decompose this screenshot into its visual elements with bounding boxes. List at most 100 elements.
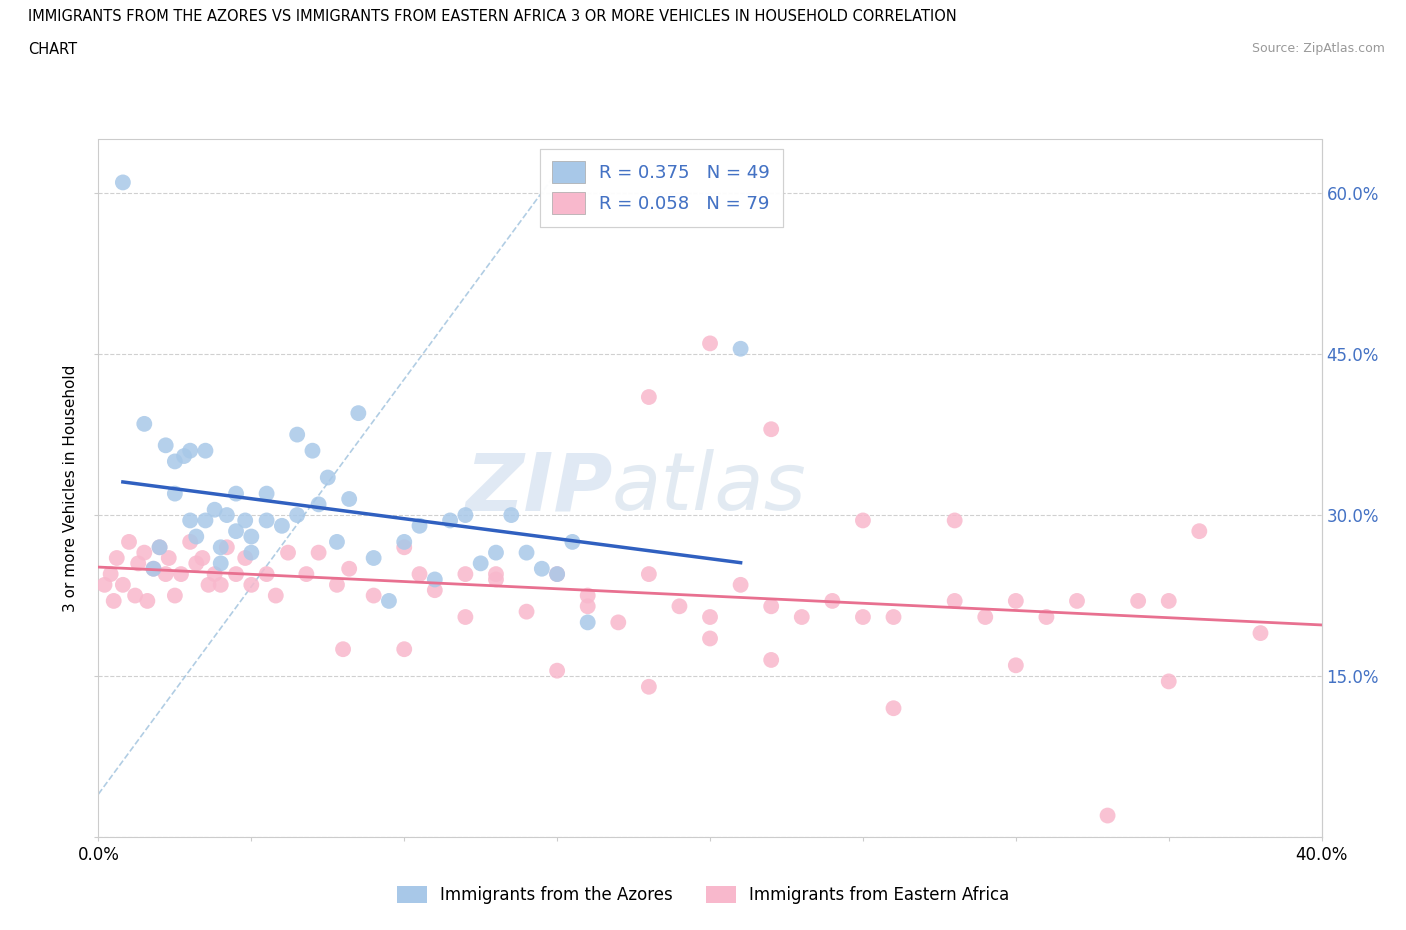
Point [163, 486, 186, 501]
Point [1097, 808, 1119, 823]
Point [204, 502, 226, 517]
Point [1188, 524, 1211, 538]
Point [392, 535, 416, 550]
Point [485, 545, 508, 560]
Point [155, 438, 177, 453]
Point [337, 492, 360, 507]
Point [100, 566, 122, 581]
Point [233, 513, 256, 528]
Point [136, 593, 159, 608]
Point [1128, 593, 1150, 608]
Point [852, 609, 875, 624]
Point [974, 609, 997, 624]
Point [378, 593, 401, 608]
Point [1066, 593, 1088, 608]
Point [501, 508, 523, 523]
Point [408, 518, 430, 533]
Point [194, 513, 217, 528]
Point [134, 545, 156, 560]
Point [637, 679, 661, 694]
Point [215, 508, 238, 523]
Point [149, 539, 172, 554]
Point [134, 417, 156, 432]
Point [392, 642, 416, 657]
Point [576, 599, 599, 614]
Point [285, 427, 308, 442]
Point [883, 701, 905, 716]
Point [256, 566, 278, 581]
Point [668, 599, 690, 614]
Point [821, 593, 844, 608]
Point [408, 566, 430, 581]
Point [790, 609, 813, 624]
Point [142, 562, 165, 577]
Point [326, 578, 349, 592]
Point [155, 566, 177, 581]
Point [943, 513, 966, 528]
Point [1004, 658, 1026, 672]
Point [423, 572, 446, 587]
Point [240, 578, 263, 592]
Text: CHART: CHART [28, 42, 77, 57]
Point [179, 444, 201, 458]
Point [179, 513, 201, 528]
Point [233, 551, 256, 565]
Point [209, 556, 232, 571]
Point [225, 566, 247, 581]
Point [730, 578, 752, 592]
Point [485, 572, 508, 587]
Point [454, 566, 477, 581]
Point [546, 566, 568, 581]
Point [759, 653, 782, 668]
Point [142, 562, 165, 577]
Point [454, 609, 477, 624]
Point [124, 588, 146, 603]
Point [699, 631, 721, 646]
Text: ZIP: ZIP [465, 449, 612, 527]
Point [308, 545, 330, 560]
Point [759, 422, 782, 437]
Text: Source: ZipAtlas.com: Source: ZipAtlas.com [1251, 42, 1385, 55]
Point [439, 513, 461, 528]
Point [576, 588, 599, 603]
Point [1035, 609, 1057, 624]
Point [170, 566, 193, 581]
Point [637, 390, 661, 405]
Point [186, 529, 208, 544]
Point [363, 551, 385, 565]
Point [1157, 593, 1180, 608]
Point [256, 513, 278, 528]
Point [179, 535, 201, 550]
Point [347, 405, 370, 420]
Point [470, 556, 492, 571]
Point [209, 578, 232, 592]
Point [485, 566, 508, 581]
Point [285, 508, 308, 523]
Y-axis label: 3 or more Vehicles in Household: 3 or more Vehicles in Household [63, 365, 79, 612]
Point [105, 551, 128, 565]
Point [759, 599, 782, 614]
Point [215, 539, 238, 554]
Point [295, 566, 318, 581]
Point [225, 524, 247, 538]
Point [546, 566, 568, 581]
Point [326, 535, 349, 550]
Point [576, 615, 599, 630]
Point [316, 470, 339, 485]
Point [270, 518, 292, 533]
Point [118, 535, 141, 550]
Point [852, 513, 875, 528]
Point [111, 175, 134, 190]
Point [204, 566, 226, 581]
Point [546, 663, 568, 678]
Point [197, 578, 219, 592]
Point [240, 529, 263, 544]
Point [337, 562, 360, 577]
Point [277, 545, 299, 560]
Point [127, 556, 149, 571]
Point [883, 609, 905, 624]
Point [561, 535, 583, 550]
Point [93, 578, 115, 592]
Point [423, 583, 446, 598]
Point [1004, 593, 1026, 608]
